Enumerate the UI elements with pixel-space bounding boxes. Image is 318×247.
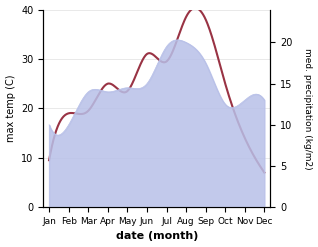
Y-axis label: med. precipitation (kg/m2): med. precipitation (kg/m2) (303, 48, 313, 169)
Y-axis label: max temp (C): max temp (C) (5, 75, 16, 142)
X-axis label: date (month): date (month) (115, 231, 198, 242)
